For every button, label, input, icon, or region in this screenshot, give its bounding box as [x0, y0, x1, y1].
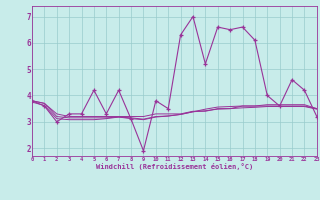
- X-axis label: Windchill (Refroidissement éolien,°C): Windchill (Refroidissement éolien,°C): [96, 163, 253, 170]
